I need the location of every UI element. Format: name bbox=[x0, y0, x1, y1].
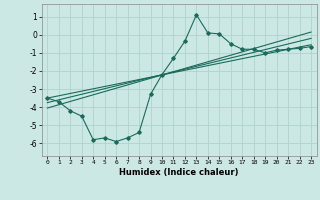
X-axis label: Humidex (Indice chaleur): Humidex (Indice chaleur) bbox=[119, 168, 239, 177]
